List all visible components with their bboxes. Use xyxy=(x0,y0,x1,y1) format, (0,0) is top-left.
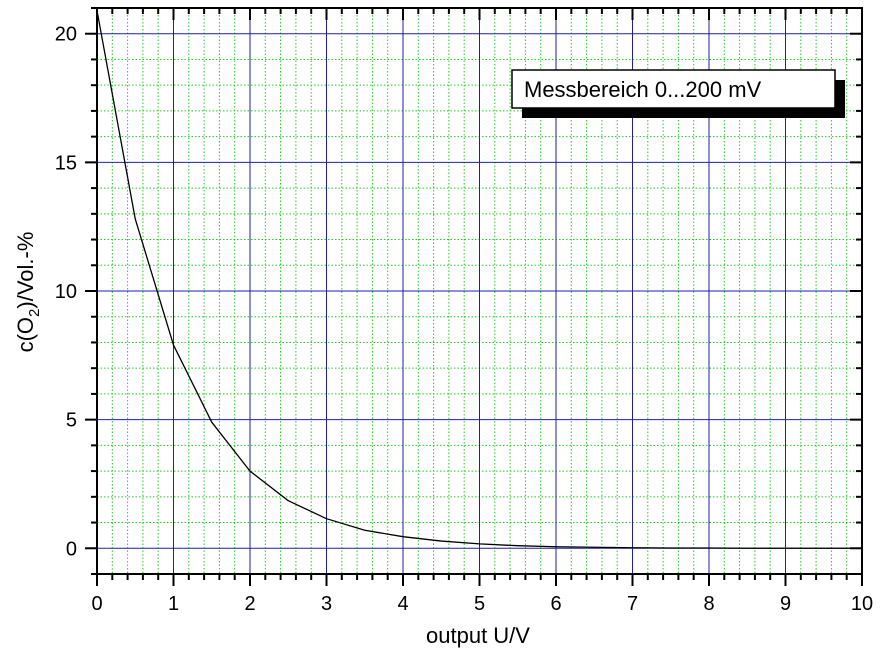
x-axis-title: output U/V xyxy=(426,623,530,648)
x-tick-label: 0 xyxy=(91,593,102,615)
y-tick-label: 10 xyxy=(55,281,77,303)
x-tick-label: 3 xyxy=(321,593,332,615)
y-axis-title-rest: )/Vol.-% xyxy=(13,232,38,309)
y-axis-title: c(O2)/Vol.-% xyxy=(13,232,43,353)
axis-ticks xyxy=(85,7,863,586)
tick-labels: 0 1 2 3 4 5 6 7 8 9 10 0 5 10 15 20 xyxy=(55,24,873,615)
y-axis-title-main: c(O xyxy=(13,317,38,352)
x-tick-label: 6 xyxy=(550,593,561,615)
x-tick-label: 2 xyxy=(244,593,255,615)
y-tick-label: 15 xyxy=(55,152,77,174)
x-tick-label: 9 xyxy=(780,593,791,615)
series-layer xyxy=(96,10,862,549)
x-tick-label: 5 xyxy=(474,593,485,615)
y-tick-label: 20 xyxy=(55,24,77,46)
x-tick-label: 4 xyxy=(397,593,408,615)
y-tick-label: 0 xyxy=(66,538,77,560)
x-tick-label: 10 xyxy=(851,593,873,615)
legend-label: Messbereich 0...200 mV xyxy=(524,77,762,102)
series-line xyxy=(96,10,862,549)
legend-box xyxy=(511,69,836,109)
x-tick-label: 7 xyxy=(627,593,638,615)
y-tick-label: 5 xyxy=(66,410,77,432)
x-tick-label: 1 xyxy=(168,593,179,615)
legend: Messbereich 0...200 mV xyxy=(511,69,845,118)
y-axis-title-subscript: 2 xyxy=(26,309,43,317)
x-tick-label: 8 xyxy=(703,593,714,615)
